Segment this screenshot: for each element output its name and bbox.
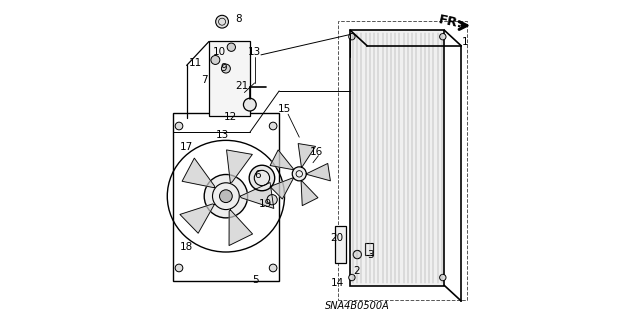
Circle shape <box>211 56 220 64</box>
Circle shape <box>175 264 183 272</box>
Circle shape <box>349 274 355 281</box>
Bar <box>209 41 250 116</box>
Text: 12: 12 <box>224 112 237 122</box>
Polygon shape <box>270 150 294 170</box>
Circle shape <box>292 167 307 181</box>
Circle shape <box>267 195 277 205</box>
Circle shape <box>440 33 446 40</box>
Text: SNA4B0500A: SNA4B0500A <box>325 300 390 311</box>
Text: 21: 21 <box>236 81 249 91</box>
Circle shape <box>227 43 236 51</box>
Text: 13: 13 <box>247 47 260 57</box>
Polygon shape <box>227 150 252 182</box>
Polygon shape <box>301 181 318 206</box>
Circle shape <box>269 264 277 272</box>
Polygon shape <box>182 158 214 188</box>
Text: 19: 19 <box>259 199 273 209</box>
Text: 15: 15 <box>278 104 292 114</box>
Circle shape <box>243 98 256 111</box>
Polygon shape <box>307 163 330 181</box>
Polygon shape <box>298 144 316 167</box>
Polygon shape <box>270 178 294 199</box>
Circle shape <box>249 165 275 191</box>
Text: 14: 14 <box>331 278 344 288</box>
Circle shape <box>221 64 230 73</box>
Polygon shape <box>180 204 214 233</box>
Circle shape <box>440 274 446 281</box>
Bar <box>365 243 373 255</box>
Text: 17: 17 <box>179 142 193 152</box>
Circle shape <box>204 174 248 218</box>
Text: 7: 7 <box>201 75 208 85</box>
Polygon shape <box>229 210 253 246</box>
Text: 3: 3 <box>367 250 374 260</box>
Text: 9: 9 <box>220 63 227 73</box>
Bar <box>335 226 346 263</box>
Bar <box>173 113 280 281</box>
Circle shape <box>269 122 277 130</box>
Circle shape <box>220 190 232 203</box>
Text: FR.: FR. <box>436 13 463 31</box>
Polygon shape <box>240 182 274 208</box>
Text: 11: 11 <box>188 58 202 68</box>
Circle shape <box>353 250 362 259</box>
Text: 18: 18 <box>179 242 193 252</box>
Text: 13: 13 <box>216 130 229 140</box>
Circle shape <box>175 122 183 130</box>
Text: 2: 2 <box>354 265 360 276</box>
Text: 20: 20 <box>331 233 344 243</box>
Circle shape <box>349 33 355 40</box>
Text: 5: 5 <box>252 275 259 285</box>
Text: 8: 8 <box>235 13 242 24</box>
Text: 1: 1 <box>462 37 468 47</box>
Text: 6: 6 <box>255 170 261 180</box>
Text: 16: 16 <box>310 146 323 157</box>
Bar <box>350 30 444 286</box>
Text: 10: 10 <box>213 47 226 57</box>
Circle shape <box>216 15 228 28</box>
Bar <box>337 21 467 300</box>
